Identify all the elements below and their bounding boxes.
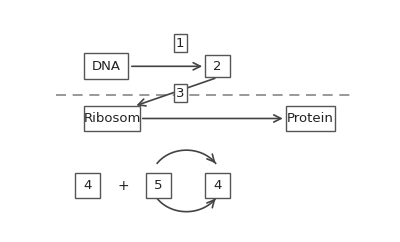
FancyBboxPatch shape — [205, 174, 230, 198]
Text: DNA: DNA — [91, 60, 120, 73]
Text: 1: 1 — [176, 37, 184, 50]
FancyBboxPatch shape — [205, 55, 230, 77]
FancyBboxPatch shape — [84, 53, 128, 79]
FancyBboxPatch shape — [75, 174, 100, 198]
FancyBboxPatch shape — [146, 174, 171, 198]
FancyBboxPatch shape — [286, 106, 335, 131]
Text: Ribosom: Ribosom — [83, 112, 141, 125]
Text: 2: 2 — [213, 60, 222, 73]
Text: 3: 3 — [176, 87, 184, 100]
Text: 4: 4 — [83, 179, 91, 192]
Text: 4: 4 — [213, 179, 222, 192]
Text: Protein: Protein — [287, 112, 334, 125]
FancyBboxPatch shape — [84, 106, 140, 131]
Text: +: + — [117, 179, 129, 193]
Text: 5: 5 — [154, 179, 163, 192]
